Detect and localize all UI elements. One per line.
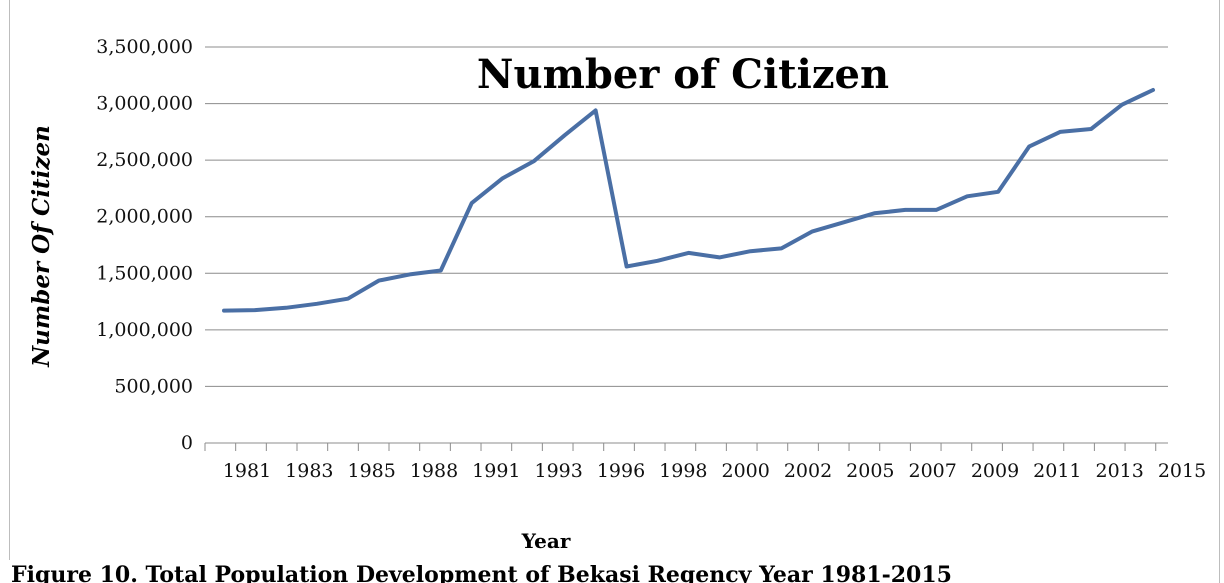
x-axis-label: Year <box>521 529 571 553</box>
x-tick-label: 1983 <box>285 460 333 482</box>
x-tick-label: 1993 <box>534 460 582 482</box>
frame-left-border <box>9 0 10 560</box>
x-tick-label: 1981 <box>223 460 271 482</box>
x-tick-label: 2009 <box>971 460 1019 482</box>
x-tick-label: 1996 <box>597 460 645 482</box>
y-axis-label: Number Of Citizen <box>28 125 55 368</box>
y-tick-label: 0 <box>181 432 193 454</box>
y-tick-label: 500,000 <box>114 375 193 397</box>
figure-caption: Figure 10. Total Population Development … <box>11 562 952 583</box>
x-axis-ticks: 1981 1983 1985 1988 1991 1993 1996 1998 2000 2002… <box>223 460 1206 482</box>
series-line-citizens <box>222 88 1155 313</box>
y-axis-ticks: 0 500,000 1,000,000 1,500,000 2,000,000 2,500… <box>96 36 193 454</box>
x-tick-label: 1998 <box>659 460 707 482</box>
x-tick-label: 2011 <box>1033 460 1081 482</box>
frame-right-border <box>1219 0 1220 583</box>
x-tick-label: 2000 <box>721 460 769 482</box>
x-tick-label: 1991 <box>472 460 520 482</box>
y-tick-label: 3,000,000 <box>96 93 193 115</box>
x-tick-label: 2002 <box>784 460 832 482</box>
gridlines <box>204 46 1168 451</box>
y-tick-label: 2,000,000 <box>96 206 193 228</box>
x-tick-label: 2013 <box>1095 460 1143 482</box>
x-tick-label: 2007 <box>908 460 956 482</box>
y-tick-label: 1,000,000 <box>96 319 193 341</box>
x-tick-label: 2005 <box>846 460 894 482</box>
x-tick-label: 2015 <box>1158 460 1206 482</box>
x-tick-label: 1985 <box>347 460 395 482</box>
y-tick-label: 1,500,000 <box>96 262 193 284</box>
y-tick-label: 3,500,000 <box>96 36 193 58</box>
x-tick-label: 1988 <box>410 460 458 482</box>
chart-title: Number of Citizen <box>477 51 889 98</box>
y-tick-label: 2,500,000 <box>96 149 193 171</box>
